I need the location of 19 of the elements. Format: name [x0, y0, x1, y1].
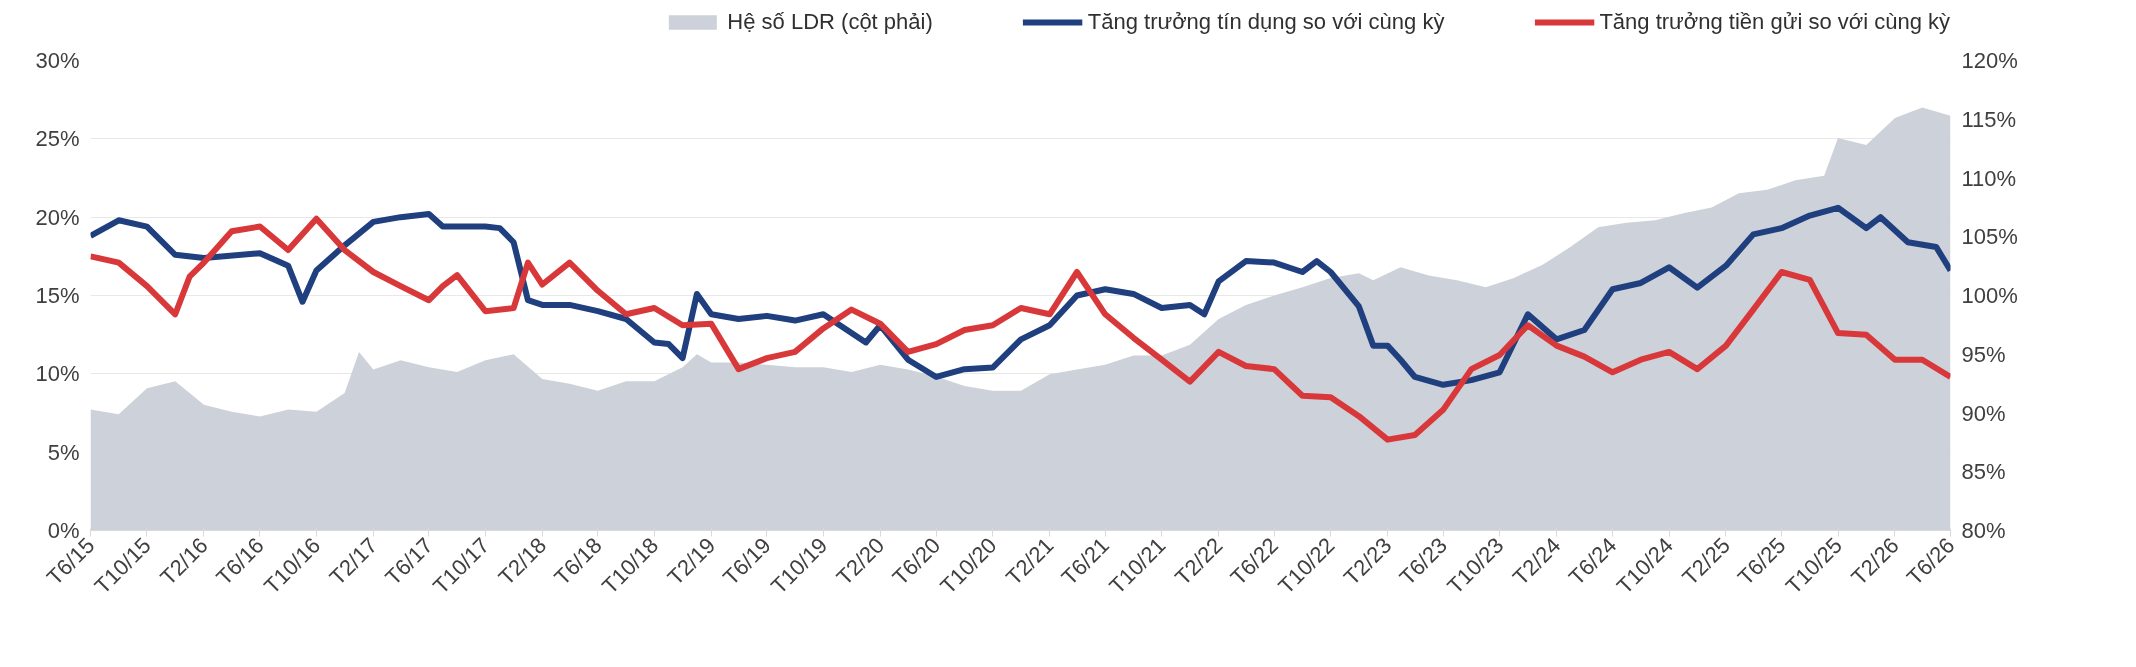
y2-tick-label: 105%: [1961, 224, 2018, 250]
y-tick-label: 25%: [35, 126, 80, 152]
y-tick-label: 5%: [47, 439, 80, 465]
legend-label: Hệ số LDR (cột phải): [727, 9, 933, 35]
y-tick-label: 15%: [35, 283, 80, 308]
y2-tick-label: 90%: [1961, 400, 2006, 426]
y2-tick-label: 95%: [1961, 341, 2006, 367]
y2-tick-label: 120%: [1961, 48, 2018, 73]
y-tick-label: 20%: [35, 204, 80, 230]
y2-tick-label: 100%: [1961, 283, 2018, 308]
y2-tick-label: 85%: [1961, 459, 2006, 485]
y-tick-label: 10%: [35, 361, 80, 387]
y2-tick-label: 80%: [1961, 518, 2006, 543]
y-tick-label: 30%: [35, 48, 80, 73]
y-tick-label: 0%: [47, 518, 80, 543]
y2-tick-label: 115%: [1961, 106, 2017, 132]
legend-label: Tăng trưởng tiền gửi so với cùng kỳ: [1599, 9, 1950, 35]
y2-tick-label: 110%: [1961, 165, 2017, 191]
legend-label: Tăng trưởng tín dụng so với cùng kỳ: [1087, 9, 1445, 35]
